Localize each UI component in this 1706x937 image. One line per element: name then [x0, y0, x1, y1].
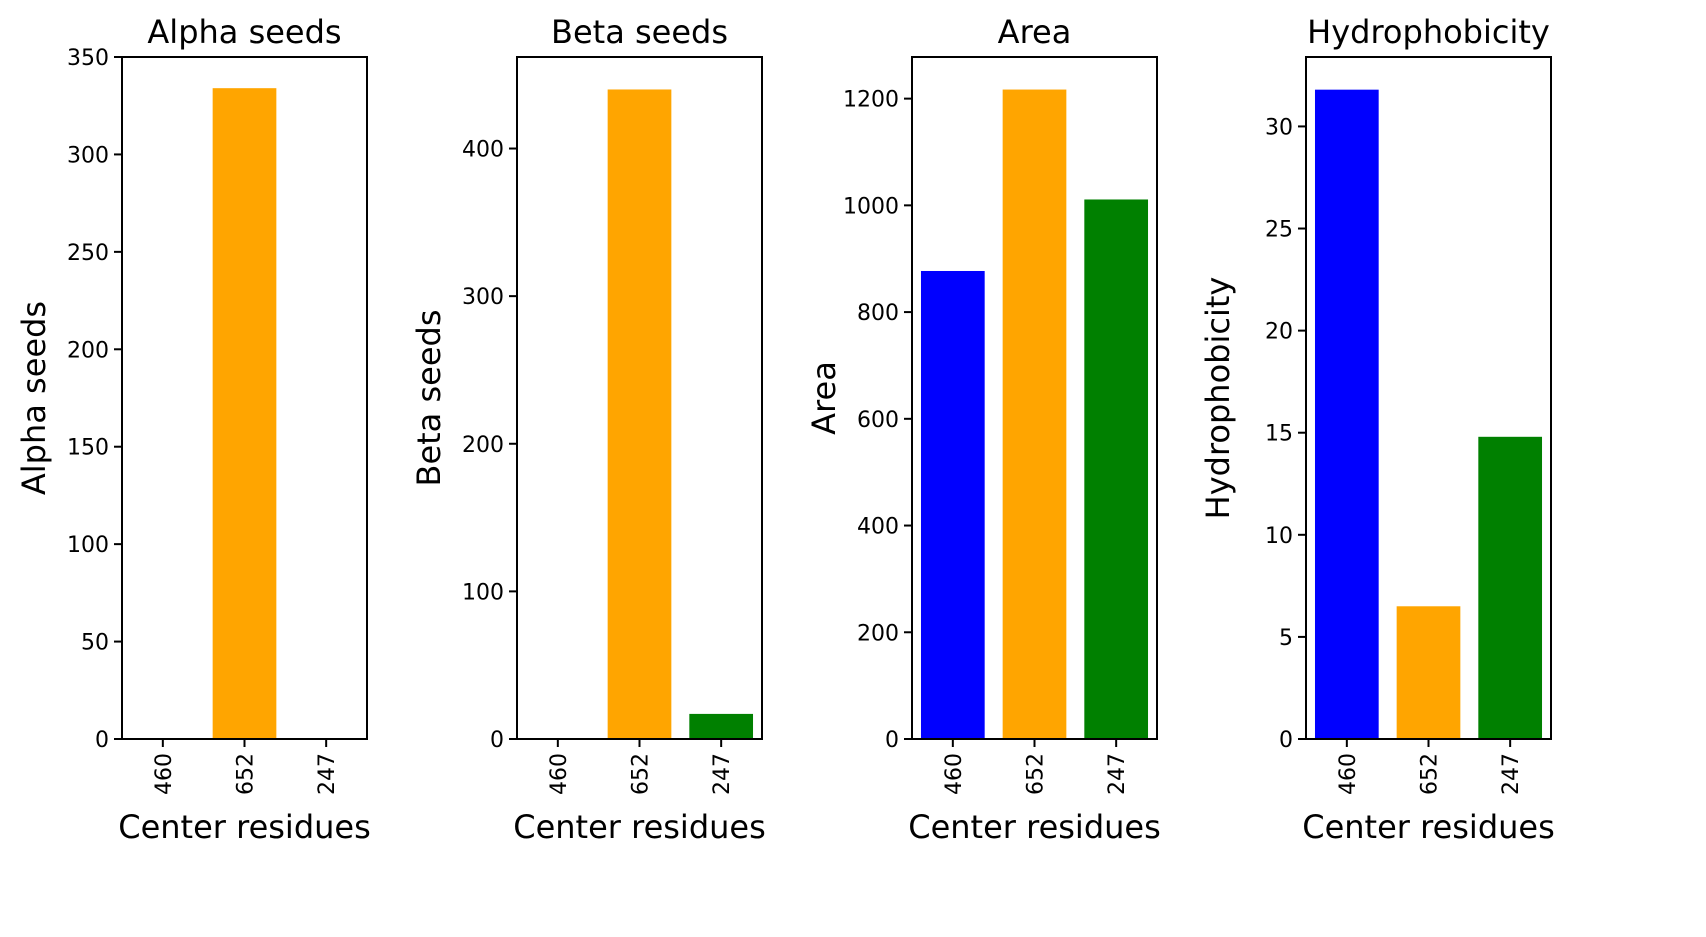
chart-panel-hydrophobicity: 0 5 10 15 20 25 30 460 652 247 Hydrophobicity Cente…: [1199, 13, 1555, 846]
x-tick-label: 652: [1024, 753, 1049, 795]
bar-652: [212, 88, 277, 740]
y-tick-label: 800: [857, 301, 899, 326]
y-tick-label: 250: [67, 241, 109, 266]
y-axis-label: Hydrophobicity: [1199, 277, 1237, 520]
y-tick-label: 400: [857, 515, 899, 540]
x-axis-label: Center residues: [908, 808, 1161, 846]
y-tick-label: 15: [1265, 422, 1293, 447]
x-tick-label: 652: [1418, 753, 1443, 795]
bar-652: [1396, 606, 1461, 739]
x-tick-label: 247: [315, 753, 340, 795]
chart-panel-alpha-seeds: 0 50 100 150 200 250 300 350 460 652 247 Alpha seed…: [15, 13, 371, 846]
y-tick-label: 300: [462, 285, 504, 310]
y-axis-label: Area: [805, 361, 843, 435]
x-tick-label: 460: [1336, 753, 1361, 795]
y-tick-label: 5: [1279, 626, 1293, 651]
y-tick-label: 1200: [843, 88, 899, 113]
y-tick-label: 50: [81, 631, 109, 656]
y-tick-label: 30: [1265, 115, 1293, 140]
x-tick-label: 652: [629, 753, 654, 795]
x-tick-label: 247: [1499, 753, 1524, 795]
x-axis-label: Center residues: [1302, 808, 1555, 846]
x-tick-label: 460: [152, 753, 177, 795]
y-tick-label: 10: [1265, 524, 1293, 549]
chart-panel-beta-seeds: 0 100 200 300 400 460 652 247 Beta seeds Center r…: [410, 13, 766, 846]
x-tick-label: 460: [942, 753, 967, 795]
y-tick-label: 20: [1265, 320, 1293, 345]
bar-460: [920, 270, 985, 739]
y-tick-label: 1000: [843, 194, 899, 219]
y-tick-label: 0: [1279, 728, 1293, 753]
y-axis-label: Beta seeds: [410, 310, 448, 487]
chart-title-alpha-seeds: Alpha seeds: [147, 13, 341, 51]
y-tick-label: 300: [67, 143, 109, 168]
y-tick-label: 200: [857, 621, 899, 646]
y-axis-label: Alpha seeds: [15, 301, 53, 495]
x-axis-label: Center residues: [118, 808, 371, 846]
bar-247: [689, 713, 754, 739]
bar-247: [1478, 436, 1543, 739]
y-tick-label: 200: [67, 338, 109, 363]
chart-panel-area: 0 200 400 600 800 1000 1200 460 652 247 Area Center…: [805, 13, 1161, 846]
y-tick-label: 0: [885, 728, 899, 753]
y-tick-label: 0: [95, 728, 109, 753]
bar-460: [1314, 89, 1379, 740]
x-axis-label: Center residues: [513, 808, 766, 846]
y-tick-label: 400: [462, 138, 504, 163]
bar-247: [1084, 199, 1149, 740]
y-tick-label: 150: [67, 436, 109, 461]
bar-652: [607, 89, 672, 740]
y-tick-label: 100: [462, 580, 504, 605]
x-tick-label: 460: [547, 753, 572, 795]
y-tick-label: 600: [857, 408, 899, 433]
x-tick-label: 247: [1105, 753, 1130, 795]
y-tick-label: 0: [490, 728, 504, 753]
x-tick-label: 247: [710, 753, 735, 795]
chart-title-area: Area: [998, 13, 1072, 51]
x-tick-label: 652: [234, 753, 259, 795]
y-tick-label: 200: [462, 433, 504, 458]
y-tick-label: 350: [67, 46, 109, 71]
bar-652: [1002, 89, 1067, 740]
chart-title-beta-seeds: Beta seeds: [551, 13, 728, 51]
y-tick-label: 100: [67, 533, 109, 558]
chart-title-hydrophobicity: Hydrophobicity: [1307, 13, 1550, 51]
y-tick-label: 25: [1265, 218, 1293, 243]
